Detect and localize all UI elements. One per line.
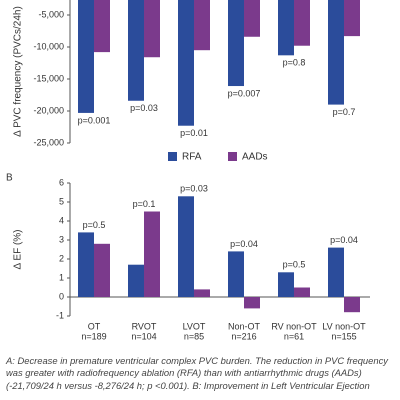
bar (344, 0, 360, 37)
p-value-label: p=0.1 (133, 199, 156, 209)
bar (294, 0, 310, 46)
p-value-label: p=0.007 (228, 88, 261, 98)
y-tick-label: -1 (56, 310, 64, 320)
y-tick-label: 3 (59, 234, 64, 244)
p-value-label: p=0.7 (333, 107, 356, 117)
legend-swatch (228, 152, 237, 161)
y-tick-label: -5,000 (38, 9, 64, 19)
p-value-label: p=0.01 (180, 128, 208, 138)
x-tick-label: n=61 (284, 331, 304, 341)
y-axis-title: Δ PVC frequency (PVCs/24h) (13, 6, 24, 137)
y-tick-label: -10,000 (33, 41, 64, 51)
x-tick-label: LVOT (183, 321, 206, 331)
p-value-label: p=0.001 (78, 115, 111, 125)
legend-swatch (168, 152, 177, 161)
bar (228, 251, 244, 297)
x-tick-label: Non-OT (228, 321, 261, 331)
bar (328, 247, 344, 297)
y-tick-label: 2 (59, 253, 64, 263)
bar (278, 272, 294, 297)
bar (94, 0, 110, 53)
caption-line: (-21,709/24 h versus -8,276/24 h; p <0.0… (6, 380, 370, 391)
x-tick-label: LV non-OT (322, 321, 366, 331)
x-tick-label: RVOT (132, 321, 157, 331)
y-tick-label: -25,000 (33, 137, 64, 147)
p-value-label: p=0.04 (230, 239, 258, 249)
bar (344, 297, 360, 313)
bar (144, 0, 160, 58)
bar (228, 0, 244, 87)
y-tick-label: 5 (59, 196, 64, 206)
bar (244, 0, 260, 37)
bar (78, 0, 94, 113)
panel-label: B (6, 173, 13, 184)
x-tick-label: n=104 (131, 331, 156, 341)
y-tick-label: 1 (59, 272, 64, 282)
x-tick-label: n=85 (184, 331, 204, 341)
bar (244, 297, 260, 309)
y-tick-label: -20,000 (33, 105, 64, 115)
x-tick-label: n=189 (81, 331, 106, 341)
bar (328, 0, 344, 105)
bar (178, 196, 194, 297)
bar (278, 0, 294, 56)
p-value-label: p=0.5 (83, 220, 106, 230)
y-tick-label: -15,000 (33, 73, 64, 83)
y-tick-label: 4 (59, 215, 64, 225)
bar (294, 287, 310, 297)
p-value-label: p=0.03 (130, 103, 158, 113)
y-axis-title: Δ EF (%) (13, 229, 24, 269)
bar (94, 243, 110, 297)
p-value-label: p=0.04 (330, 235, 358, 245)
x-tick-label: n=155 (331, 331, 356, 341)
bar (78, 232, 94, 297)
x-tick-label: OT (88, 321, 101, 331)
caption-line: was greater with radiofrequency ablation… (6, 367, 362, 378)
bar (178, 0, 194, 126)
y-tick-label: 6 (59, 177, 64, 187)
p-value-label: p=0.8 (283, 58, 306, 68)
legend-label: AADs (242, 152, 268, 163)
x-tick-label: RV non-OT (271, 321, 317, 331)
caption-line: A: Decrease in premature ventricular com… (6, 355, 388, 366)
bar (128, 0, 144, 101)
p-value-label: p=0.5 (283, 260, 306, 270)
legend-label: RFA (182, 152, 202, 163)
bar (194, 0, 210, 51)
bar (194, 289, 210, 297)
bar (128, 264, 144, 297)
bar (144, 211, 160, 297)
p-value-label: p=0.03 (180, 184, 208, 194)
x-tick-label: n=216 (231, 331, 256, 341)
y-tick-label: 0 (59, 291, 64, 301)
